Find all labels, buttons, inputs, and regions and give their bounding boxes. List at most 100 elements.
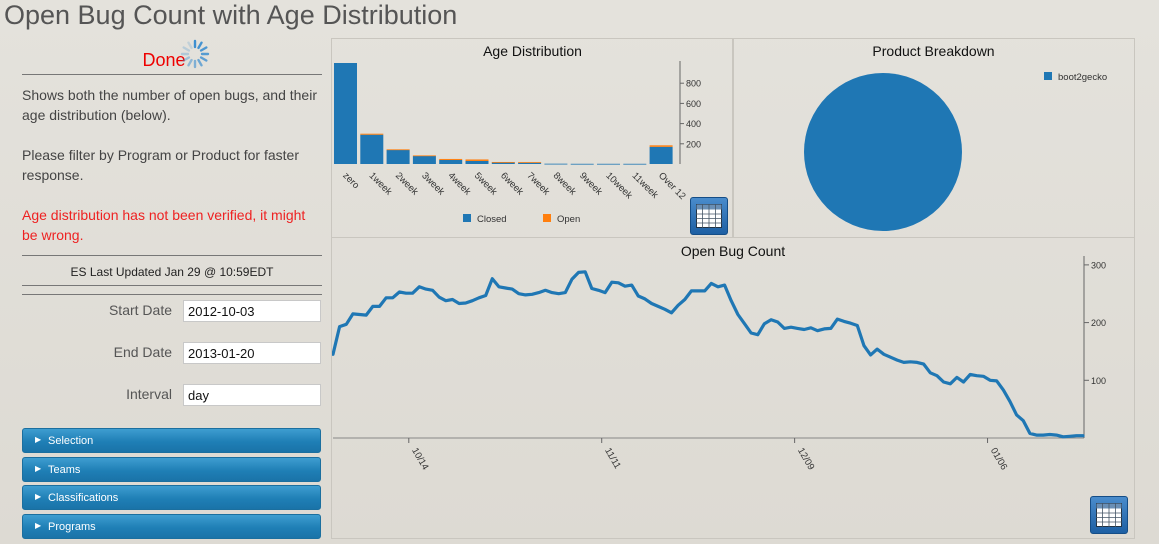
accordion-label: Teams [48, 464, 81, 476]
x-tick-label: 6week [498, 170, 525, 197]
filter-hint-text: Please filter by Program or Product for … [22, 147, 299, 183]
x-tick-label: 12/09 [795, 446, 816, 472]
bar-closed [360, 134, 384, 164]
x-tick-label: 5week [472, 170, 499, 197]
sidebar: Done Shows both the number of open bugs,… [22, 38, 322, 295]
chevron-right-icon: ▶ [35, 492, 42, 501]
chevron-right-icon: ▶ [35, 464, 42, 473]
start-date-row: Start Date [22, 300, 322, 324]
x-tick-label: zero [340, 170, 361, 191]
bar-open [439, 158, 463, 160]
x-tick-label: 2week [393, 170, 420, 197]
bar-closed [570, 163, 594, 165]
accordion-classifications[interactable]: ▶ Classifications [22, 485, 321, 510]
divider [22, 285, 322, 286]
x-tick-label: 4week [446, 170, 473, 197]
open-bug-count-panel: Open Bug Count 10/14 11/11 12/09 01/06 100 20… [331, 237, 1135, 539]
y-tick-label: 300 [1091, 260, 1106, 270]
page-title: Open Bug Count with Age Distribution [4, 0, 458, 30]
age-distribution-panel: Age Distribution zero 1week 2week 3week 4wee… [331, 38, 734, 238]
x-tick-label: 10week [603, 170, 634, 201]
table-icon [1096, 503, 1122, 527]
description-text: Shows both the number of open bugs, and … [22, 87, 317, 123]
product-breakdown-panel: Product Breakdown boot2gecko [732, 38, 1135, 238]
y-tick-label: 100 [1091, 376, 1106, 386]
x-tick-label: 8week [551, 170, 578, 197]
bar-closed [518, 162, 542, 164]
divider [22, 74, 322, 75]
bar-open [518, 161, 542, 163]
warning-text: Age distribution has not been verified, … [22, 207, 306, 243]
interval-input[interactable] [183, 384, 321, 406]
table-icon [696, 204, 722, 228]
x-tick-label: 7week [524, 170, 551, 197]
chevron-right-icon: ▶ [35, 521, 42, 530]
x-tick-label: 11week [630, 170, 661, 201]
end-date-label: End Date [113, 344, 172, 360]
legend-label: Open [557, 214, 580, 225]
es-updated-text: ES Last Updated Jan 29 @ 10:59EDT [70, 265, 274, 279]
y-tick-label: 800 [686, 79, 701, 89]
y-tick-label: 200 [686, 139, 701, 149]
x-tick-label: 3week [419, 170, 446, 197]
y-tick-label: 400 [686, 119, 701, 129]
status-text: Done [142, 50, 186, 70]
age-distribution-chart: zero 1week 2week 3week 4week 5week 6week 7week 8… [334, 61, 701, 225]
x-tick-label: 10/14 [409, 446, 430, 472]
bar-open [491, 161, 515, 163]
legend-label: boot2gecko [1058, 72, 1107, 83]
bar-closed [491, 162, 515, 164]
accordion-label: Classifications [48, 492, 119, 504]
product-breakdown-chart: boot2gecko [804, 72, 1107, 231]
spinner-icon [180, 39, 210, 69]
x-tick-label: 11/11 [602, 446, 623, 471]
bar-closed [465, 160, 489, 164]
x-tick-label: 01/06 [988, 446, 1009, 472]
start-date-label: Start Date [108, 302, 172, 318]
series-line [332, 270, 1085, 439]
open-bug-chart-title: Open Bug Count [680, 243, 786, 259]
bar-closed [412, 155, 436, 164]
age-chart-title: Age Distribution [483, 43, 582, 59]
x-tick-label: 1week [367, 170, 394, 197]
chevron-right-icon: ▶ [35, 435, 42, 444]
bar-open [465, 159, 489, 161]
bug-count-table-button[interactable] [1090, 496, 1128, 534]
x-tick-label: 9week [577, 170, 604, 197]
x-tick-label: Over 12 [656, 170, 688, 202]
bar-closed [334, 63, 357, 164]
bar-closed [386, 149, 410, 164]
bar-open [412, 155, 436, 157]
accordion-label: Programs [48, 521, 96, 533]
open-bug-count-chart: 10/14 11/11 12/09 01/06 100 200 300 [332, 256, 1106, 472]
divider [22, 255, 322, 256]
age-table-button[interactable] [690, 197, 728, 235]
legend-swatch [543, 214, 551, 222]
bar-closed [649, 146, 673, 164]
divider [22, 294, 322, 295]
interval-row: Interval [22, 384, 322, 408]
legend-swatch [1044, 72, 1052, 80]
bar-open [386, 149, 410, 151]
y-tick-label: 200 [1091, 318, 1106, 328]
interval-label: Interval [126, 386, 172, 402]
bar-closed [623, 163, 647, 165]
legend-swatch [463, 214, 471, 222]
bar-open [360, 133, 384, 135]
bar-closed [544, 163, 568, 165]
y-tick-label: 600 [686, 99, 701, 109]
bar-closed [597, 163, 620, 165]
accordion-selection[interactable]: ▶ Selection [22, 428, 321, 453]
accordion-label: Selection [48, 435, 94, 447]
status-row: Done [22, 38, 322, 74]
product-chart-title: Product Breakdown [872, 43, 995, 59]
bar-closed [439, 159, 463, 164]
end-date-input[interactable] [183, 342, 321, 364]
legend-label: Closed [477, 214, 507, 225]
pie-slice [804, 73, 962, 231]
accordion-programs[interactable]: ▶ Programs [22, 514, 321, 539]
end-date-row: End Date [22, 342, 322, 366]
bar-open [649, 145, 673, 147]
start-date-input[interactable] [183, 300, 321, 322]
accordion-teams[interactable]: ▶ Teams [22, 457, 321, 482]
